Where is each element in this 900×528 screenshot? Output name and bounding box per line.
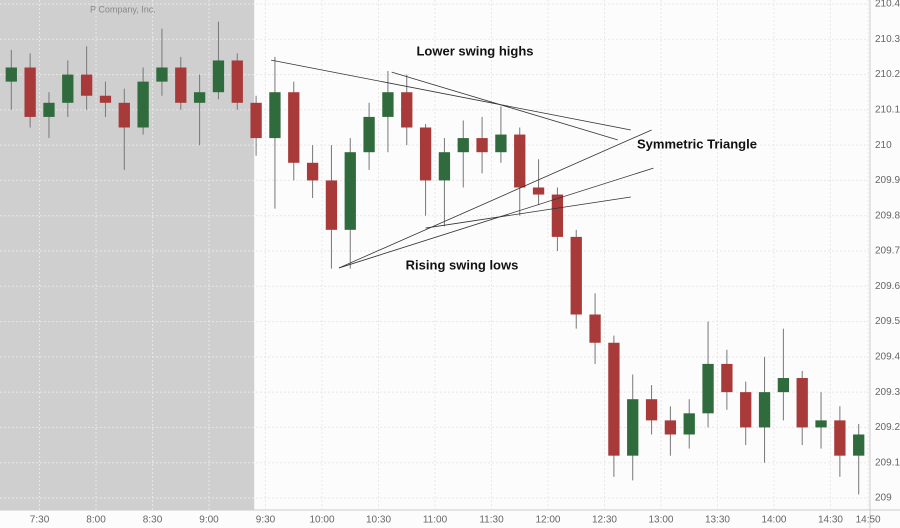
candle-body [5, 67, 17, 82]
x-tick-label: 13:30 [705, 515, 730, 526]
trendline [425, 196, 631, 229]
candle-body [608, 342, 620, 456]
candle-body [62, 74, 74, 103]
candle-body [382, 92, 394, 117]
candle-body [363, 116, 375, 153]
candle-body [438, 152, 451, 181]
candle-body [156, 67, 168, 82]
candle-body [570, 236, 582, 315]
candle-body [457, 138, 469, 153]
x-tick-label: 8:00 [86, 515, 106, 526]
candle-body [777, 378, 790, 393]
candle-body [740, 392, 752, 428]
y-tick-label: 209.4 [875, 351, 900, 362]
annotation: Symmetric Triangle [637, 136, 757, 151]
candle-body [175, 67, 187, 103]
candle-body [193, 92, 206, 103]
premarket-shade [0, 0, 255, 510]
candle-body [532, 187, 545, 195]
x-tick-label: 10:00 [309, 515, 334, 526]
candle-body [627, 399, 639, 456]
y-tick-label: 209.9 [875, 175, 900, 186]
y-tick-label: 209 [875, 493, 892, 504]
trendline [391, 71, 618, 141]
candle-body [721, 363, 733, 393]
candle-body [306, 162, 319, 181]
candle-body [250, 102, 262, 139]
candle-body [212, 60, 225, 93]
y-tick-label: 209.6 [875, 281, 900, 292]
candle-body [476, 138, 488, 153]
candle-body [796, 378, 808, 428]
candle-body [758, 392, 771, 428]
candle-body [702, 363, 714, 414]
y-tick-label: 210.3 [875, 34, 900, 45]
y-tick-label: 209.2 [875, 422, 900, 433]
candle-body [834, 420, 846, 456]
trendline [338, 167, 654, 269]
annotation: Lower swing highs [416, 43, 533, 58]
candle-body [269, 92, 281, 139]
x-tick-label: 10:30 [366, 515, 391, 526]
candle-body [24, 67, 36, 117]
y-tick-label: 209.7 [875, 246, 900, 257]
candle-body [551, 194, 564, 237]
x-tick-label: 9:00 [199, 515, 219, 526]
y-tick-label: 210.4 [875, 0, 900, 10]
y-tick-label: 210.2 [875, 69, 900, 80]
x-tick-label: 8:30 [143, 515, 163, 526]
x-tick-label: 13:00 [648, 515, 673, 526]
candle-body [815, 420, 827, 428]
y-tick-label: 210 [875, 140, 892, 151]
y-tick-label: 209.5 [875, 316, 900, 327]
y-tick-label: 209.3 [875, 387, 900, 398]
x-tick-label: 14:50 [856, 515, 881, 526]
x-tick-label: 12:00 [535, 515, 560, 526]
candle-body [288, 92, 300, 163]
x-tick-label: 11:30 [479, 515, 504, 526]
candle-body [495, 134, 507, 153]
candle-body [853, 434, 865, 456]
candle-body [99, 95, 112, 103]
candle-body [514, 134, 526, 188]
candle-body [231, 60, 243, 103]
candle-body [80, 74, 93, 96]
candle-body [419, 127, 432, 181]
y-tick-label: 209.8 [875, 210, 900, 221]
candle-body [137, 81, 149, 128]
foreground-layer [5, 21, 865, 495]
trendline [338, 129, 652, 269]
x-tick-label: 7:30 [30, 515, 50, 526]
y-tick-label: 210.1 [875, 104, 900, 115]
y-tick-label: 209.1 [875, 457, 900, 468]
candle-body [589, 314, 601, 343]
candle-body [683, 413, 695, 435]
candle-body [645, 399, 658, 421]
annotation: Rising swing lows [406, 257, 519, 272]
chart-title: P Company, Inc. [90, 4, 156, 14]
x-tick-label: 9:30 [256, 515, 276, 526]
candle-body [664, 420, 677, 435]
candle-body [43, 102, 55, 117]
x-tick-label: 14:30 [818, 515, 843, 526]
candle-body [118, 102, 130, 128]
x-tick-label: 14:00 [761, 515, 786, 526]
candle-body [401, 92, 413, 128]
trendline [271, 59, 631, 131]
x-tick-label: 12:30 [592, 515, 617, 526]
x-tick-label: 11:00 [423, 515, 448, 526]
candle-body [325, 180, 338, 230]
candle-body [344, 152, 356, 230]
